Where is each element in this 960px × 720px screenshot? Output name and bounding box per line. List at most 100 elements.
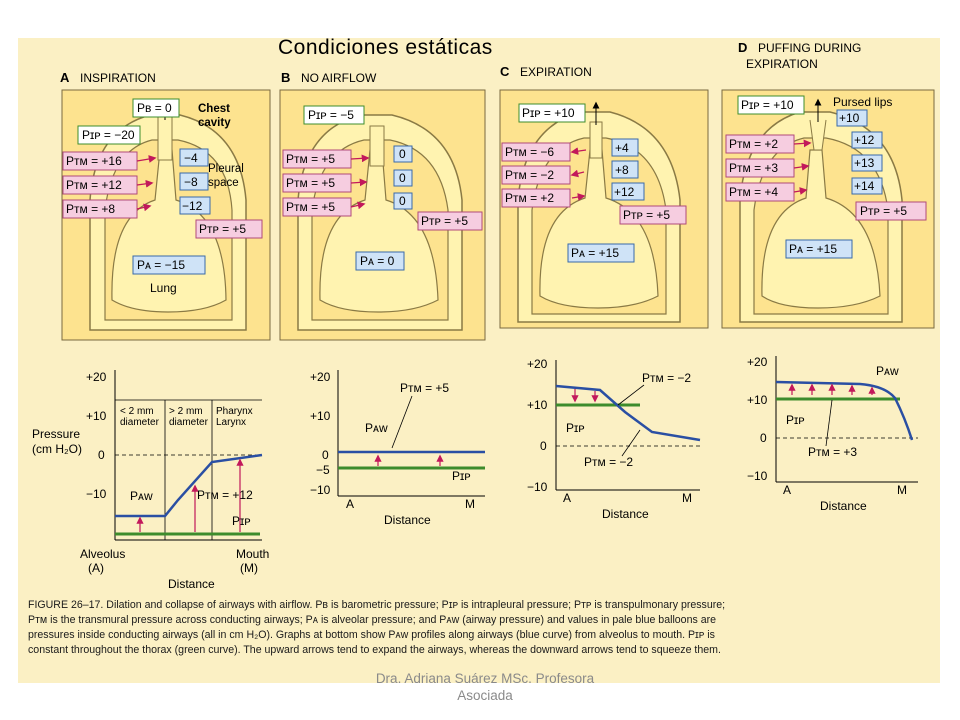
graph-a-tick-m10: −10	[86, 487, 107, 501]
panel-b-balloon-2: 0	[399, 171, 406, 185]
panel-d-title-2: EXPIRATION	[746, 57, 818, 71]
panel-d-balloon-4: +14	[854, 179, 875, 193]
graph-c-m: M	[682, 491, 692, 505]
graph-a-mouth-2: (M)	[240, 561, 258, 575]
graph-d-ptm: Pᴛᴍ = +3	[808, 445, 857, 459]
panel-d-ptm-1: Pᴛᴍ = +2	[729, 137, 778, 151]
panel-b-title: NO AIRFLOW	[301, 71, 377, 85]
panel-c-balloon-1: +4	[615, 141, 629, 155]
graph-a-paw: Pᴀᴡ	[130, 489, 153, 503]
graph-b-xlabel: Distance	[384, 513, 431, 527]
panel-a-title: INSPIRATION	[80, 71, 156, 85]
panel-b-balloon-3: 0	[399, 194, 406, 208]
graph-c-pip: Pɪᴘ	[566, 421, 585, 435]
panel-d-balloon-2: +12	[854, 133, 875, 147]
graph-ylabel-1: Pressure	[32, 427, 80, 441]
panel-a-ptp: Pᴛᴘ = +5	[199, 222, 246, 236]
graph-a-zone-2a: > 2 mm	[169, 406, 203, 417]
graph-b-m: M	[465, 497, 475, 511]
graph-b-tick-m10: −10	[310, 483, 331, 497]
graph-a-ptm: Pᴛᴍ = +12	[197, 488, 253, 502]
caption-line-4: constant throughout the thorax (green cu…	[28, 644, 721, 656]
graph-d-tick-0: 0	[760, 431, 767, 445]
panel-d-pip: Pɪᴘ = +10	[741, 98, 794, 112]
graph-c-ptm-2: Pᴛᴍ = −2	[584, 455, 633, 469]
graph-a-tick-0: 0	[98, 448, 105, 462]
graph-d-puffing: +20 +10 0 −10 Pᴀᴡ Pɪᴘ Pᴛᴍ = +3 A M Dista…	[747, 355, 918, 513]
panel-a-lung-label: Lung	[150, 281, 177, 295]
panel-a-balloon-2: −8	[184, 175, 198, 189]
panel-c-ptm-3: Pᴛᴍ = +2	[505, 191, 554, 205]
graph-a-xlabel: Distance	[168, 577, 215, 591]
panel-c-ptm-2: Pᴛᴍ = −2	[505, 168, 554, 182]
panel-a-chest-1: Chest	[198, 103, 230, 115]
panel-a-pleural-2: space	[208, 177, 239, 189]
graph-c-ptm-1: Pᴛᴍ = −2	[642, 371, 691, 385]
panel-c-balloon-2: +8	[615, 163, 629, 177]
graph-b-paw: Pᴀᴡ	[365, 421, 388, 435]
panel-d-ptp: Pᴛᴘ = +5	[860, 204, 907, 218]
caption-line-3: pressures inside conducting airways (all…	[28, 629, 715, 641]
panel-c-balloon-3: +12	[614, 185, 635, 199]
graph-a-zone-1b: diameter	[120, 417, 160, 428]
panel-d-puffing: D PUFFING DURING EXPIRATION Pursed lips …	[721, 40, 935, 329]
panel-b-pip: Pɪᴘ = −5	[308, 108, 354, 122]
graph-b-tick-10: +10	[310, 409, 331, 423]
graph-b-tick-0: 0	[322, 448, 329, 462]
graph-a-inspiration: Pressure (cm H₂O) +20 +10 0 −10 < 2 mm d…	[32, 370, 269, 591]
footer-role: Asociada	[457, 688, 513, 703]
graph-a-zone-3b: Larynx	[216, 417, 246, 428]
graph-b-pip: Pɪᴘ	[452, 469, 471, 483]
panel-a-letter: A	[60, 70, 70, 85]
caption-line-1: FIGURE 26–17. Dilation and collapse of a…	[28, 599, 725, 611]
panel-a-ptm-2: Pᴛᴍ = +12	[66, 178, 122, 192]
graph-d-pip: Pɪᴘ	[786, 413, 805, 427]
graph-d-tick-m10: −10	[747, 469, 768, 483]
panel-b-pa: Pᴀ = 0	[360, 254, 395, 268]
panel-c-ptm-1: Pᴛᴍ = −6	[505, 145, 554, 159]
slide-title: Condiciones estáticas	[278, 36, 493, 59]
panel-d-balloon-3: +13	[854, 156, 875, 170]
panel-c-title: EXPIRATION	[520, 65, 592, 79]
graph-b-tick-20: +20	[310, 370, 331, 384]
graph-c-expiration: +20 +10 0 −10 Pᴛᴍ = −2 Pɪᴘ Pᴛᴍ = −2 A M …	[527, 357, 701, 521]
panel-c-pip: Pɪᴘ = +10	[522, 106, 575, 120]
graph-b-tick-m5: −5	[316, 463, 330, 477]
panel-b-ptm-1: Pᴛᴍ = +5	[286, 152, 335, 166]
graph-c-a: A	[563, 491, 571, 505]
graph-ylabel-2: (cm H₂O)	[32, 442, 82, 456]
graph-d-tick-10: +10	[747, 393, 768, 407]
panel-b-ptp: Pᴛᴘ = +5	[421, 214, 468, 228]
figure-caption: FIGURE 26–17. Dilation and collapse of a…	[28, 599, 725, 656]
caption-line-2: Pᴛᴍ is the transmural pressure across co…	[28, 614, 716, 626]
panel-a-pa: Pᴀ = −15	[137, 258, 185, 272]
graph-c-xlabel: Distance	[602, 507, 649, 521]
panel-a-ptm-3: Pᴛᴍ = +8	[66, 202, 115, 216]
panel-b-no-airflow: B NO AIRFLOW Pɪᴘ = −5 Pᴛᴍ = +5 Pᴛᴍ = +5 …	[279, 70, 486, 341]
panel-b-balloon-1: 0	[399, 147, 406, 161]
panel-d-letter: D	[738, 40, 747, 55]
panel-b-letter: B	[281, 70, 290, 85]
panel-a-balloon-1: −4	[184, 151, 198, 165]
slide-footer: Dra. Adriana Suárez MSc. Profesora Asoci…	[330, 670, 640, 704]
panel-c-expiration: C EXPIRATION Pɪᴘ = +10 Pᴛᴍ = −6 Pᴛᴍ = −2…	[499, 64, 709, 329]
graph-a-zone-2b: diameter	[169, 417, 209, 428]
panel-a-pb: Pʙ = 0	[137, 101, 172, 115]
graph-b-no-airflow: +20 +10 0 −5 −10 Pᴛᴍ = +5 Pᴀᴡ Pɪᴘ A M Di…	[310, 370, 485, 527]
graph-a-alveolus-1: Alveolus	[80, 547, 125, 561]
panel-a-pip: Pɪᴘ = −20	[82, 128, 135, 142]
panel-b-ptm-2: Pᴛᴍ = +5	[286, 176, 335, 190]
panel-b-ptm-3: Pᴛᴍ = +5	[286, 200, 335, 214]
graph-d-xlabel: Distance	[820, 499, 867, 513]
graph-a-tick-20: +20	[86, 370, 107, 384]
graph-b-ptm: Pᴛᴍ = +5	[400, 381, 449, 395]
graph-b-a: A	[346, 497, 354, 511]
graph-c-tick-20: +20	[527, 357, 548, 371]
graph-d-m: M	[897, 483, 907, 497]
panel-c-ptp: Pᴛᴘ = +5	[623, 208, 670, 222]
panel-d-balloon-1: +10	[839, 111, 860, 125]
graph-c-tick-10: +10	[527, 398, 548, 412]
graph-a-alveolus-2: (A)	[88, 561, 104, 575]
panel-a-pleural-1: Pleural	[208, 163, 244, 175]
